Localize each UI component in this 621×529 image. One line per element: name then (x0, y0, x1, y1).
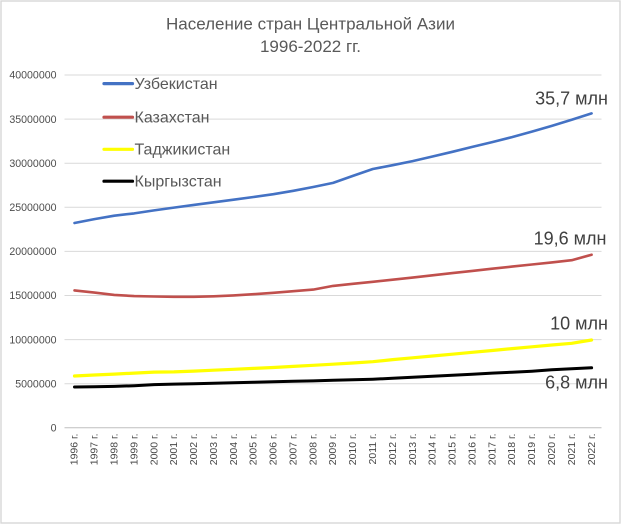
svg-text:2013 г.: 2013 г. (407, 434, 419, 466)
svg-text:2010 г.: 2010 г. (347, 434, 359, 466)
svg-text:1996-2022 гг.: 1996-2022 гг. (260, 37, 361, 56)
svg-text:25000000: 25000000 (9, 202, 56, 214)
svg-text:2016 г.: 2016 г. (467, 434, 479, 466)
svg-text:30000000: 30000000 (9, 158, 56, 170)
svg-text:1999 г.: 1999 г. (128, 434, 140, 466)
svg-text:2008 г.: 2008 г. (307, 434, 319, 466)
svg-text:2019 г.: 2019 г. (526, 434, 538, 466)
svg-text:Население стран Центральной Аз: Население стран Центральной Азии (166, 15, 455, 34)
svg-text:Узбекистан: Узбекистан (135, 76, 218, 93)
svg-text:1996 г.: 1996 г. (69, 434, 81, 466)
svg-text:5000000: 5000000 (15, 378, 56, 390)
svg-text:40000000: 40000000 (9, 70, 56, 82)
svg-text:2015 г.: 2015 г. (447, 434, 459, 466)
svg-text:2011 г.: 2011 г. (367, 434, 379, 465)
svg-text:2009 г.: 2009 г. (327, 434, 339, 466)
svg-text:10000000: 10000000 (9, 334, 56, 346)
svg-text:35,7 млн: 35,7 млн (535, 89, 608, 109)
svg-text:2021 г.: 2021 г. (566, 434, 578, 466)
svg-text:1998 г.: 1998 г. (109, 434, 121, 466)
svg-text:19,6 млн: 19,6 млн (534, 229, 607, 249)
svg-text:Казахстан: Казахстан (135, 110, 210, 127)
svg-text:6,8 млн: 6,8 млн (545, 373, 608, 393)
svg-text:10 млн: 10 млн (550, 314, 608, 334)
svg-text:Кыргызстан: Кыргызстан (135, 174, 222, 191)
svg-text:2004 г.: 2004 г. (228, 434, 240, 466)
svg-text:2006 г.: 2006 г. (268, 434, 280, 466)
svg-text:2001 г.: 2001 г. (168, 434, 180, 466)
svg-text:0: 0 (51, 423, 57, 435)
svg-text:2020 г.: 2020 г. (546, 434, 558, 466)
svg-text:2002 г.: 2002 г. (188, 434, 200, 466)
svg-text:2007 г.: 2007 г. (288, 434, 300, 466)
svg-text:2017 г.: 2017 г. (486, 434, 498, 466)
svg-text:2012 г.: 2012 г. (387, 434, 399, 466)
svg-text:Таджикистан: Таджикистан (135, 142, 231, 159)
svg-text:15000000: 15000000 (9, 290, 56, 302)
svg-text:2005 г.: 2005 г. (248, 434, 260, 466)
svg-text:2018 г.: 2018 г. (506, 434, 518, 466)
svg-text:2003 г.: 2003 г. (208, 434, 220, 466)
svg-text:2014 г.: 2014 г. (427, 434, 439, 466)
svg-text:2022 г.: 2022 г. (586, 434, 598, 466)
svg-text:1997 г.: 1997 г. (89, 434, 101, 466)
svg-text:20000000: 20000000 (9, 246, 56, 258)
svg-text:2000 г.: 2000 г. (148, 434, 160, 466)
svg-text:35000000: 35000000 (9, 114, 56, 126)
